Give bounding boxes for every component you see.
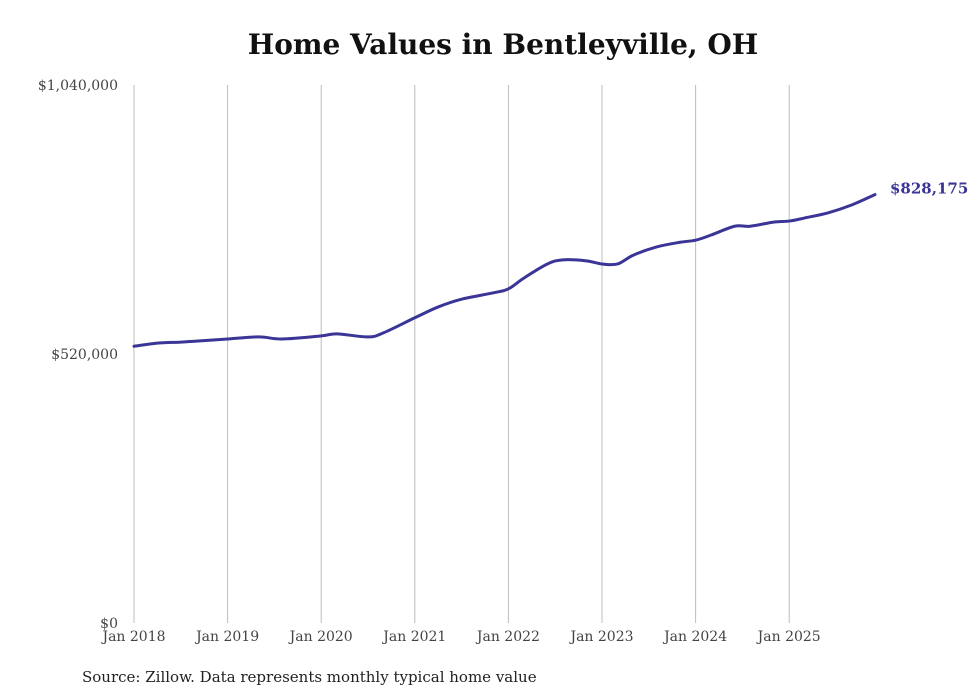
y-tick-label: $520,000	[51, 347, 118, 363]
x-tick-label: Jan 2024	[662, 629, 727, 645]
y-tick-label: $1,040,000	[38, 78, 118, 94]
series-line	[132, 193, 877, 348]
x-tick-label: Jan 2020	[288, 629, 353, 645]
end-value-label: $828,175	[890, 180, 968, 198]
source-note: Source: Zillow. Data represents monthly …	[82, 668, 537, 686]
y-tick-label: $0	[100, 616, 118, 632]
x-tick-label: Jan 2019	[194, 629, 259, 645]
x-tick-label: Jan 2022	[475, 629, 540, 645]
x-tick-label: Jan 2025	[756, 629, 821, 645]
chart-title: Home Values in Bentleyville, OH	[247, 28, 759, 61]
x-tick-label: Jan 2023	[568, 629, 633, 645]
x-tick-label: Jan 2018	[100, 629, 165, 645]
x-tick-label: Jan 2021	[381, 629, 446, 645]
